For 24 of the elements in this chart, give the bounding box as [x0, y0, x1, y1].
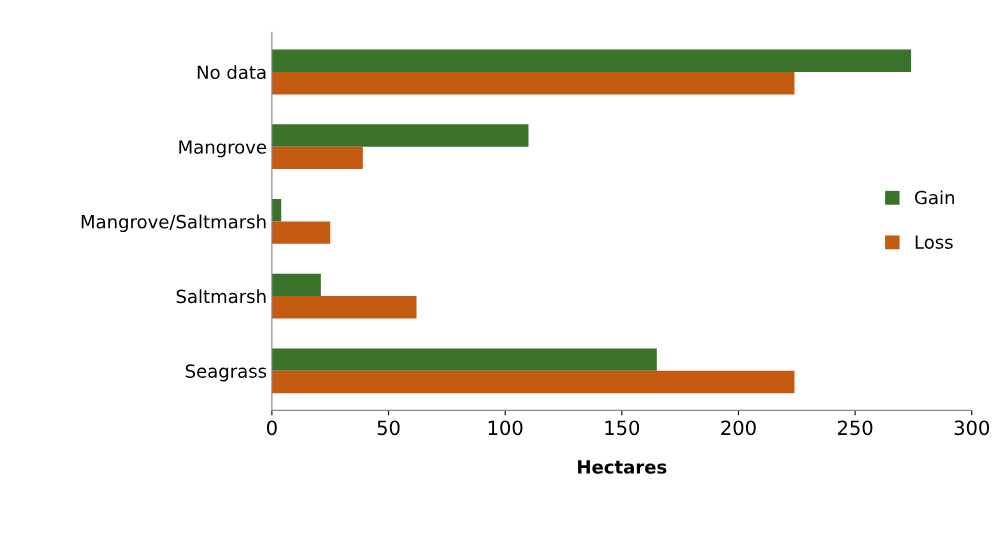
- y-tick-label: Saltmarsh: [176, 289, 266, 304]
- y-tick-label: No data: [197, 65, 266, 80]
- x-tick-label: 250: [837, 420, 873, 436]
- bar: [271, 370, 795, 394]
- bar: [271, 49, 912, 72]
- y-tick-label: Mangrove/Saltmarsh: [81, 214, 266, 233]
- legend-label: Gain: [915, 190, 954, 205]
- x-axis-title: Hectares: [578, 460, 667, 474]
- x-tick-label: 150: [605, 420, 640, 436]
- bar: [271, 146, 363, 170]
- y-tick-label: Seagrass: [185, 364, 267, 382]
- bar: [271, 273, 321, 297]
- x-tick-label: 300: [954, 420, 990, 436]
- legend-label: Loss: [915, 235, 953, 249]
- x-tick-label: 0: [266, 420, 277, 436]
- x-tick-label: 100: [488, 420, 523, 436]
- bar: [271, 296, 417, 319]
- bar: [271, 348, 657, 371]
- y-tick-label: Mangrove: [179, 140, 267, 158]
- x-tick-label: 50: [377, 420, 400, 436]
- bar: [271, 221, 331, 244]
- x-tick-label: 200: [721, 420, 756, 436]
- bar: [271, 124, 529, 147]
- bar: [271, 71, 795, 95]
